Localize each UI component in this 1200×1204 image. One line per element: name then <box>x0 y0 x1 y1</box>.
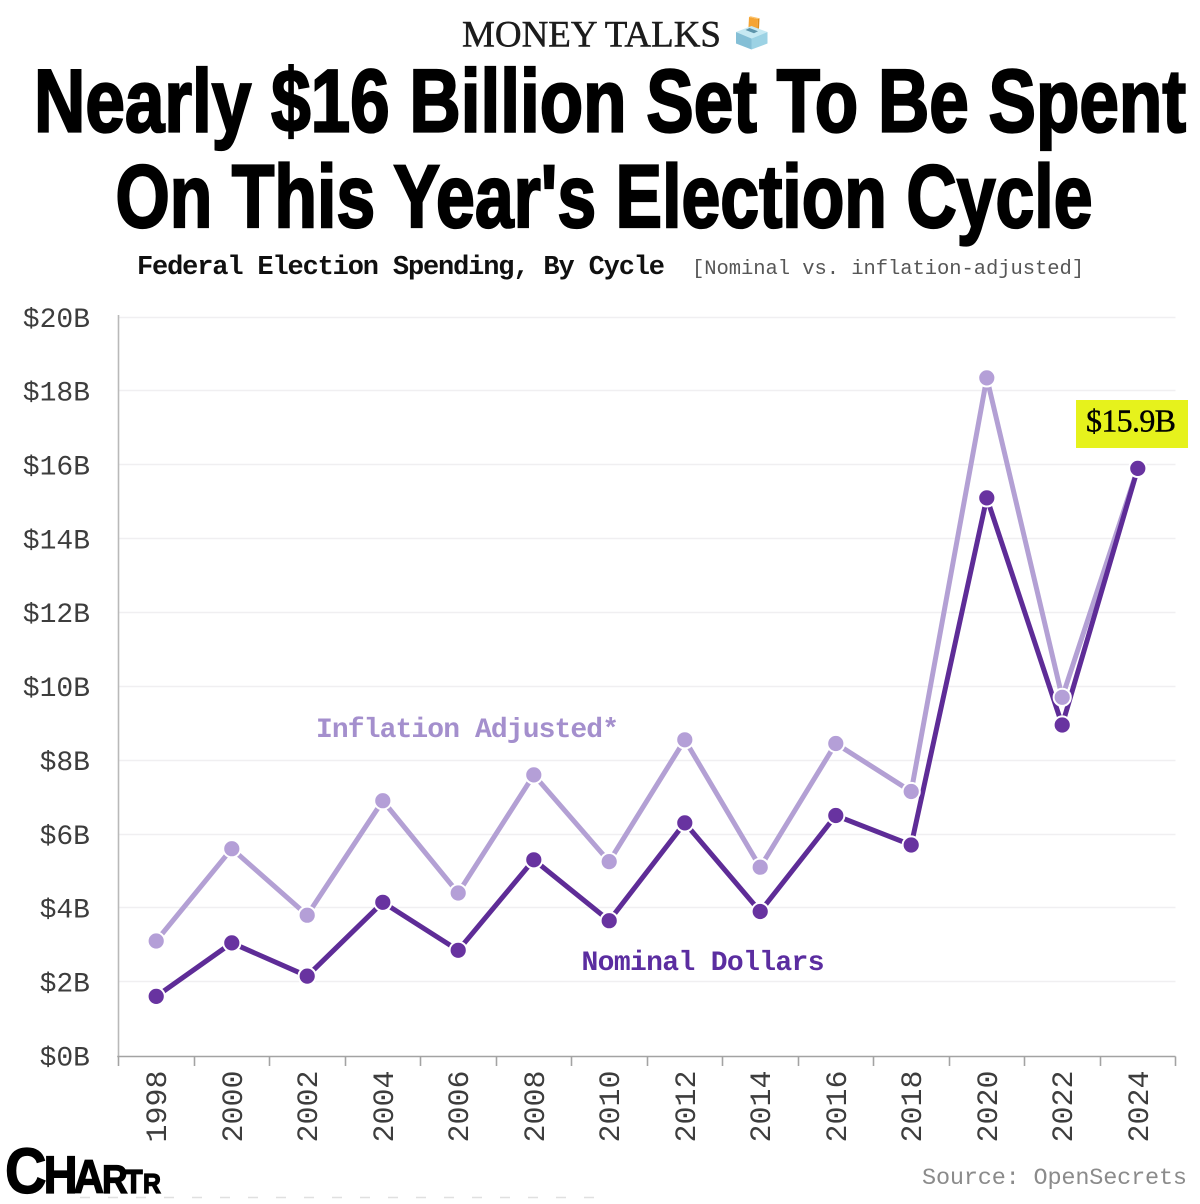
svg-text:$10B: $10B <box>23 674 90 705</box>
svg-text:2020: 2020 <box>973 1071 1007 1143</box>
svg-text:$16B: $16B <box>23 453 90 484</box>
svg-text:2000: 2000 <box>218 1071 252 1143</box>
svg-text:$20B: $20B <box>23 305 90 336</box>
svg-text:$15.9B: $15.9B <box>1086 403 1176 439</box>
svg-text:R: R <box>143 1168 161 1199</box>
svg-text:2006: 2006 <box>444 1071 478 1143</box>
svg-text:$2B: $2B <box>40 969 90 1000</box>
svg-text:2024: 2024 <box>1124 1071 1158 1143</box>
svg-text:$8B: $8B <box>40 748 90 779</box>
svg-text:A: A <box>74 1152 105 1199</box>
svg-text:$0B: $0B <box>40 1043 90 1074</box>
svg-text:2008: 2008 <box>520 1071 554 1143</box>
svg-text:$4B: $4B <box>40 896 90 927</box>
svg-text:$18B: $18B <box>23 379 90 410</box>
svg-text:1998: 1998 <box>142 1071 176 1143</box>
svg-text:2002: 2002 <box>293 1071 327 1143</box>
svg-text:Source: OpenSecrets: Source: OpenSecrets <box>922 1165 1187 1192</box>
svg-text:MONEY TALKS: MONEY TALKS <box>462 15 721 56</box>
svg-text:Nominal Dollars: Nominal Dollars <box>582 948 825 979</box>
svg-text:H: H <box>44 1146 78 1199</box>
svg-text:2022: 2022 <box>1048 1071 1082 1143</box>
svg-text:Nearly $16 Billion Set To Be S: Nearly $16 Billion Set To Be Spent <box>34 51 1186 151</box>
svg-text:2014: 2014 <box>746 1071 780 1143</box>
svg-text:Inflation Adjusted*: Inflation Adjusted* <box>316 715 619 746</box>
svg-text:[Nominal vs. inflation-adjuste: [Nominal vs. inflation-adjusted] <box>692 258 1084 281</box>
svg-text:C: C <box>5 1135 47 1199</box>
svg-text:2018: 2018 <box>897 1071 931 1143</box>
svg-text:R: R <box>102 1157 128 1199</box>
svg-text:$14B: $14B <box>23 526 90 557</box>
svg-text:2012: 2012 <box>671 1071 705 1143</box>
svg-text:2010: 2010 <box>595 1071 629 1143</box>
svg-text:T: T <box>125 1164 143 1199</box>
svg-text:2004: 2004 <box>369 1071 403 1143</box>
svg-text:Federal Election Spending, By: Federal Election Spending, By Cycle <box>137 253 665 283</box>
svg-text:$12B: $12B <box>23 600 90 631</box>
svg-text:2016: 2016 <box>822 1071 856 1143</box>
svg-text:$6B: $6B <box>40 822 90 853</box>
svg-text:On This Year's Election Cycle: On This Year's Election Cycle <box>116 146 1093 246</box>
